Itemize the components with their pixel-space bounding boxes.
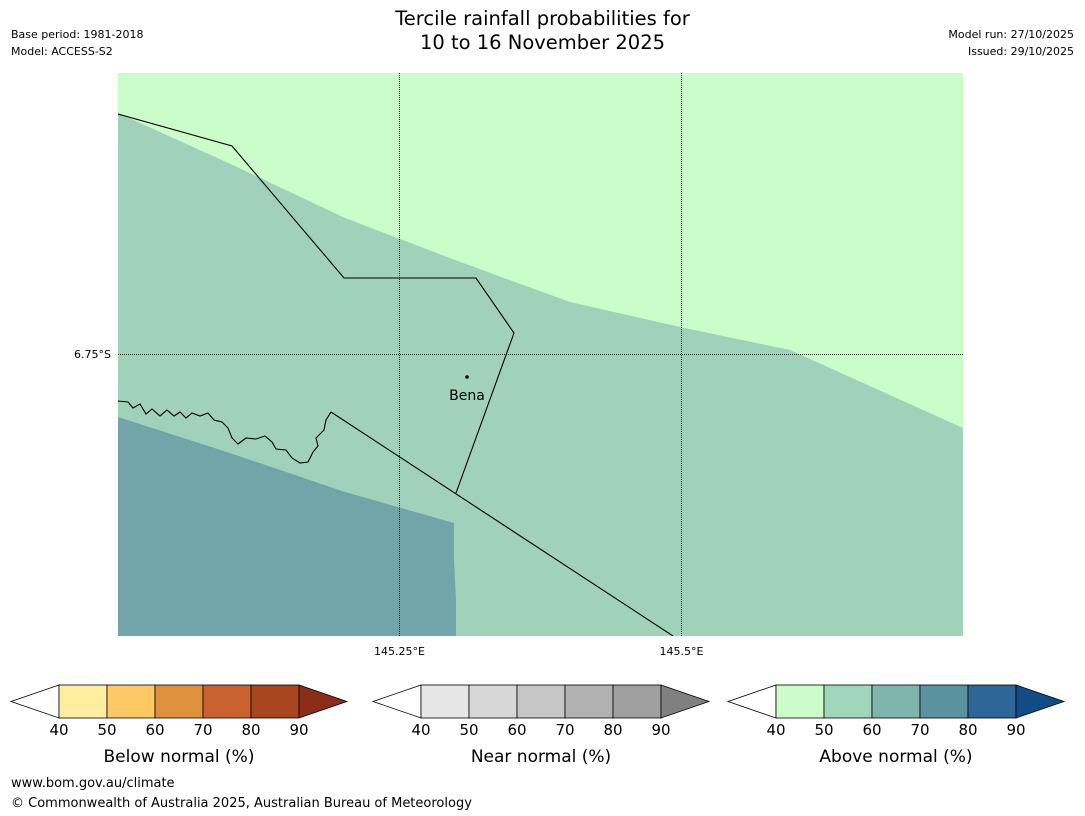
colorbar-above-segment bbox=[871, 684, 921, 719]
colorbar-below-label: Below normal (%) bbox=[104, 747, 255, 767]
colorbar-above-extend-high bbox=[1015, 684, 1066, 719]
colorbar-below: 40 50 60 70 80 90 Below normal (%) bbox=[9, 684, 349, 767]
colorbar-above-segment bbox=[919, 684, 969, 719]
colorbar-below-tick: 40 bbox=[49, 721, 68, 739]
colorbar-near-tick: 90 bbox=[651, 721, 670, 739]
model-name: Model: ACCESS-S2 bbox=[11, 45, 113, 58]
colorbar-below-segment bbox=[154, 684, 204, 719]
colorbar-near-segment bbox=[612, 684, 662, 719]
colorbar-above-label: Above normal (%) bbox=[819, 747, 972, 767]
colorbar-above-segment bbox=[967, 684, 1017, 719]
colorbar-near-segment bbox=[468, 684, 518, 719]
base-period: Base period: 1981-2018 bbox=[11, 28, 144, 41]
footer-copyright: © Commonwealth of Australia 2025, Austra… bbox=[11, 796, 472, 811]
colorbar-below-tick: 90 bbox=[289, 721, 308, 739]
colorbar-below-extend-high bbox=[298, 684, 349, 719]
colorbar-above: 40 50 60 70 80 90 Above normal (%) bbox=[726, 684, 1066, 767]
footer: www.bom.gov.au/climate © Commonwealth of… bbox=[11, 774, 472, 814]
colorbar-below-tick: 50 bbox=[97, 721, 116, 739]
colorbar-below-segment bbox=[202, 684, 252, 719]
model-run: Model run: 27/10/2025 bbox=[948, 28, 1074, 41]
colorbar-above-extend-low bbox=[726, 684, 777, 719]
province-boundary-south bbox=[330, 411, 674, 636]
colorbar-below-tick: 80 bbox=[241, 721, 260, 739]
bena-label: Bena bbox=[449, 388, 485, 404]
lon-tick-label-2: 145.5°E bbox=[660, 645, 704, 658]
province-boundary-north bbox=[118, 113, 515, 494]
colorbar-near-extend-low bbox=[371, 684, 422, 719]
colorbar-near-segment bbox=[420, 684, 470, 719]
lat-tick-label: 6.75°S bbox=[74, 348, 111, 361]
colorbar-below-segment bbox=[250, 684, 300, 719]
colorbar-above-segment bbox=[823, 684, 873, 719]
colorbar-above-tick: 50 bbox=[814, 721, 833, 739]
meta-left: Base period: 1981-2018 Model: ACCESS-S2 bbox=[11, 26, 143, 60]
colorbar-near: 40 50 60 70 80 90 Near normal (%) bbox=[371, 684, 711, 767]
colorbar-near-segment bbox=[564, 684, 614, 719]
colorbar-below-extend-low bbox=[9, 684, 60, 719]
title-line-2: 10 to 16 November 2025 bbox=[419, 31, 666, 54]
colorbar-near-tick: 60 bbox=[507, 721, 526, 739]
colorbar-near-tick: 70 bbox=[555, 721, 574, 739]
colorbar-above-tick: 70 bbox=[910, 721, 929, 739]
zone-above-60-70 bbox=[118, 417, 456, 636]
colorbar-below-segment bbox=[58, 684, 108, 719]
colorbar-above-tick: 80 bbox=[958, 721, 977, 739]
colorbar-above-segment bbox=[775, 684, 825, 719]
title-line-1: Tercile rainfall probabilities for bbox=[395, 7, 690, 30]
chart-title: Tercile rainfall probabilities for 10 to… bbox=[0, 7, 1085, 55]
colorbar-near-tick: 40 bbox=[411, 721, 430, 739]
colorbar-below-tick: 70 bbox=[193, 721, 212, 739]
issued-date: Issued: 29/10/2025 bbox=[967, 45, 1074, 58]
colorbar-above-tick: 40 bbox=[766, 721, 785, 739]
colorbar-near-tick: 80 bbox=[603, 721, 622, 739]
footer-website: www.bom.gov.au/climate bbox=[11, 776, 175, 791]
colorbar-near-segment bbox=[516, 684, 566, 719]
colorbar-near-label: Near normal (%) bbox=[471, 747, 611, 767]
colorbar-below-segment bbox=[106, 684, 156, 719]
lon-tick-label-1: 145.25°E bbox=[374, 645, 425, 658]
colorbar-near-tick: 50 bbox=[459, 721, 478, 739]
bena-marker bbox=[465, 375, 469, 379]
map-area: Bena bbox=[118, 73, 963, 636]
colorbar-near-extend-high bbox=[660, 684, 711, 719]
coastline-river bbox=[118, 400, 332, 464]
colorbars-legend: 40 50 60 70 80 90 Below normal (%) 40 50 60 70 80 90… bbox=[9, 684, 1066, 767]
meta-right: Model run: 27/10/2025 Issued: 29/10/2025 bbox=[948, 26, 1074, 60]
colorbar-above-tick: 60 bbox=[862, 721, 881, 739]
colorbar-above-tick: 90 bbox=[1006, 721, 1025, 739]
colorbar-below-tick: 60 bbox=[145, 721, 164, 739]
